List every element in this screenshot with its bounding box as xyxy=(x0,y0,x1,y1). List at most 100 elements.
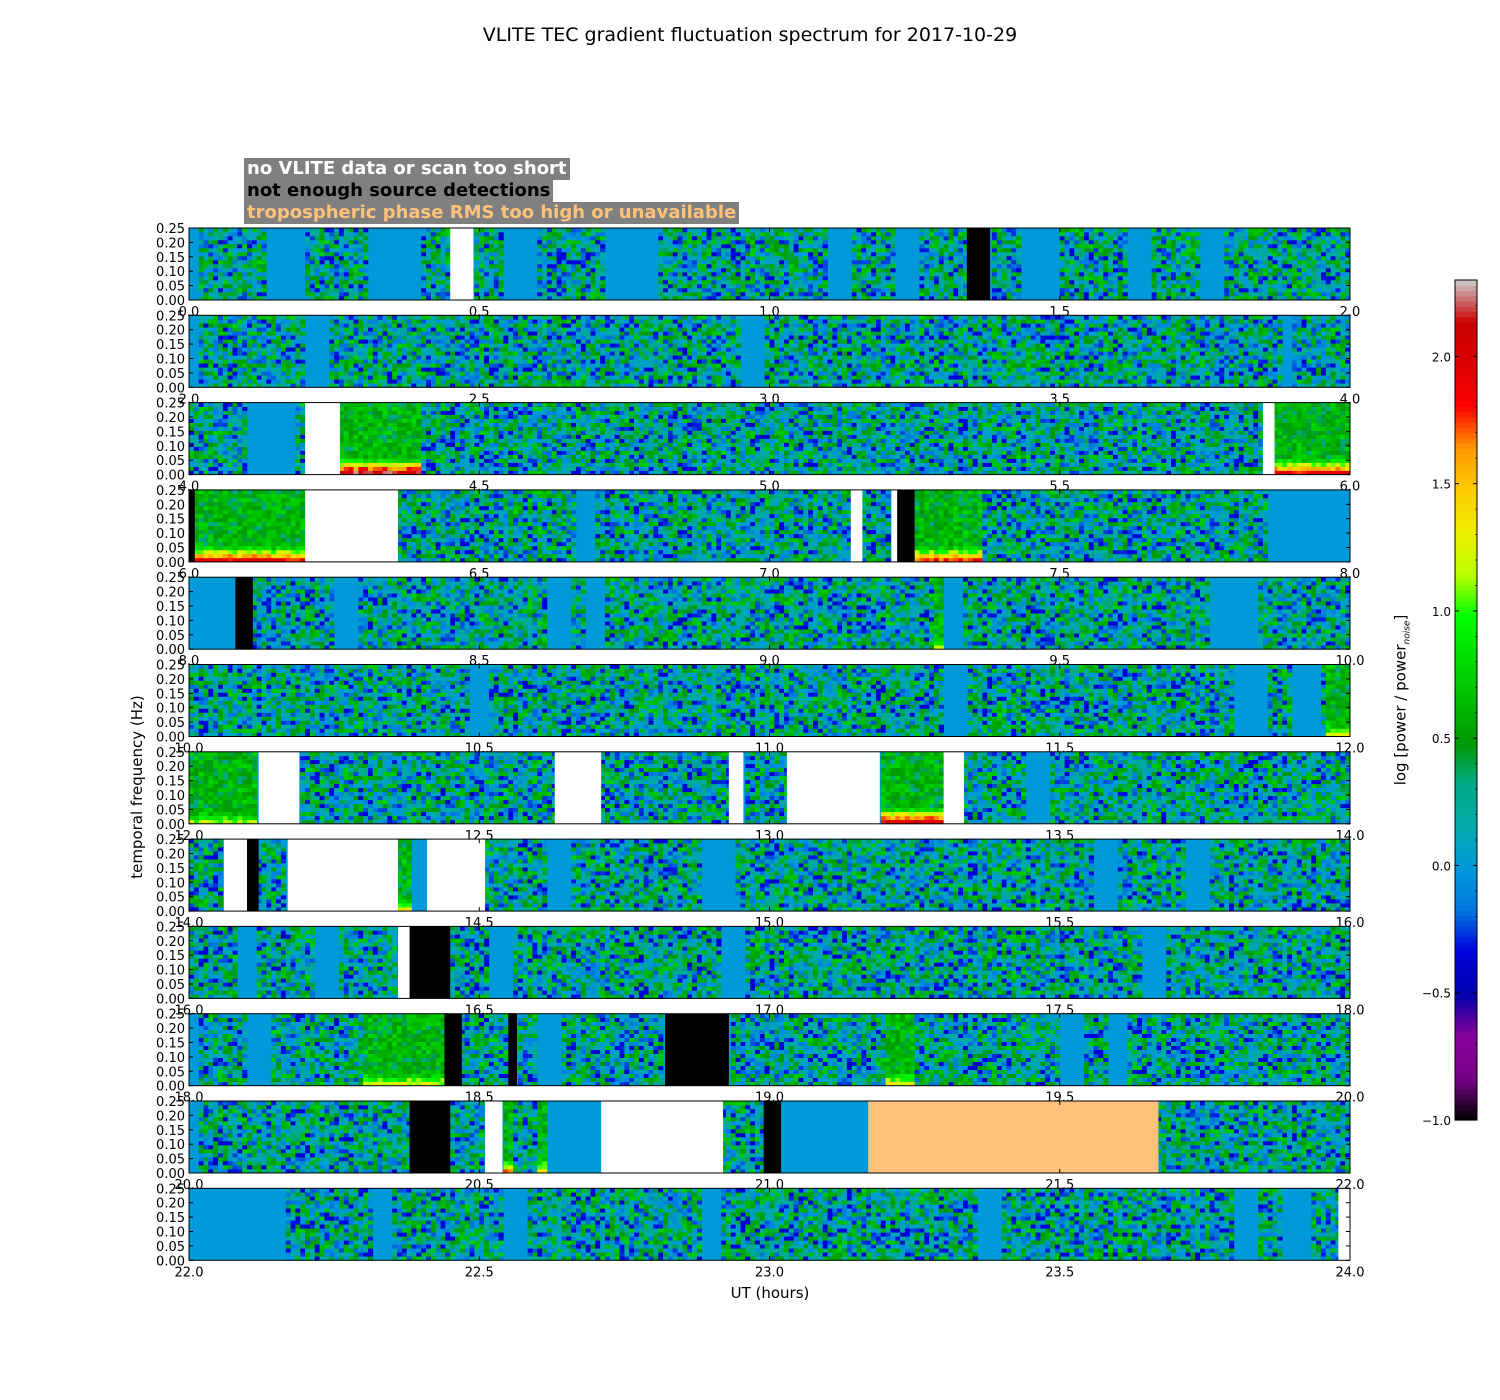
spectrum-cell xyxy=(929,240,935,245)
spectrum-cell xyxy=(1229,232,1235,237)
spectrum-cell xyxy=(363,236,369,241)
spectrum-cell xyxy=(1224,296,1230,301)
spectrum-cell xyxy=(730,351,736,356)
spectrum-cell xyxy=(542,296,548,301)
spectrum-cell xyxy=(692,335,698,340)
chart-title: VLITE TEC gradient fluctuation spectrum … xyxy=(0,24,1500,46)
spectrum-cell xyxy=(996,296,1002,301)
spectrum-cell xyxy=(542,323,548,328)
spectrum-cell xyxy=(605,351,611,356)
spectrum-cell xyxy=(237,379,243,384)
spectrum-cell xyxy=(508,339,514,344)
spectrum-cell xyxy=(716,276,722,281)
spectrum-cell xyxy=(682,244,688,249)
spectrum-cell xyxy=(725,339,732,344)
spectrum-cell xyxy=(1175,240,1181,245)
spectrum-cell xyxy=(348,292,354,297)
spectrum-cell xyxy=(309,252,316,257)
spectrum-cell xyxy=(1345,272,1351,277)
spectrum-cell xyxy=(721,292,727,297)
spectrum-cell xyxy=(745,280,751,285)
spectrum-cell xyxy=(203,236,209,241)
spectrum-cell xyxy=(440,327,446,332)
spectrum-cell xyxy=(198,292,204,297)
spectrum-cell xyxy=(672,331,678,336)
spectrum-cell xyxy=(1296,240,1302,245)
spectrum-cell xyxy=(600,228,606,233)
spectrum-cell xyxy=(614,379,620,384)
spectrum-cell xyxy=(1079,244,1085,249)
spectrum-cell xyxy=(629,375,635,380)
spectrum-cell xyxy=(750,244,756,249)
spectrum-cell xyxy=(943,236,949,241)
spectrum-cell xyxy=(576,268,582,273)
spectrum-cell xyxy=(784,276,790,281)
spectrum-cell xyxy=(716,248,722,253)
spectrum-cell xyxy=(222,335,228,340)
spectrum-cell xyxy=(338,315,345,320)
spectrum-cell xyxy=(566,315,572,320)
spectrum-cell xyxy=(450,379,456,384)
spectrum-cell xyxy=(285,347,291,352)
spectrum-cell xyxy=(667,363,674,368)
spectrum-cell xyxy=(551,331,557,336)
spectrum-cell xyxy=(513,383,519,388)
spectrum-cell xyxy=(701,371,707,376)
spectrum-cell xyxy=(566,248,572,253)
spectrum-cell xyxy=(609,359,615,364)
spectrum-cell xyxy=(943,296,949,301)
spectrum-cell xyxy=(706,355,712,360)
spectrum-cell xyxy=(580,323,586,328)
spectrum-cell xyxy=(358,339,364,344)
spectrum-cell xyxy=(1224,284,1230,289)
spectrum-cell xyxy=(300,351,306,356)
spectrum-cell xyxy=(624,335,630,340)
spectrum-cell xyxy=(696,248,703,253)
spectrum-cell xyxy=(334,240,340,245)
spectrum-cell xyxy=(885,256,891,261)
spectrum-cell xyxy=(300,383,306,388)
spectrum-cell xyxy=(222,256,228,261)
spectrum-cell xyxy=(566,331,572,336)
spectrum-cell xyxy=(624,355,630,360)
spectrum-cell xyxy=(634,327,640,332)
spectrum-cell xyxy=(687,355,693,360)
spectrum-cell xyxy=(305,288,311,293)
spectrum-cell xyxy=(1103,276,1109,281)
spectrum-cell xyxy=(513,327,519,332)
spectrum-cell xyxy=(696,236,703,241)
spectrum-cell xyxy=(435,292,441,297)
spectrum-cell xyxy=(764,256,770,261)
spectrum-cell xyxy=(488,248,495,253)
spectrum-cell xyxy=(421,375,427,380)
spectrum-cell xyxy=(445,256,451,261)
spectrum-cell xyxy=(871,284,877,289)
spectrum-cell xyxy=(450,335,456,340)
spectrum-cell xyxy=(474,292,480,297)
spectrum-cell xyxy=(440,228,446,233)
spectrum-cell xyxy=(677,244,683,249)
spectrum-cell xyxy=(213,379,219,384)
spectrum-cell xyxy=(730,335,736,340)
spectrum-cell xyxy=(513,375,519,380)
spectrum-cell xyxy=(1340,264,1346,269)
spectrum-cell xyxy=(764,343,770,348)
spectrum-cell xyxy=(343,375,349,380)
spectrum-cell xyxy=(445,284,451,289)
spectrum-cell xyxy=(992,280,998,285)
spectrum-cell xyxy=(779,339,785,344)
spectrum-cell xyxy=(455,375,461,380)
spectrum-cell xyxy=(527,347,533,352)
spectrum-cell xyxy=(367,383,374,388)
spectrum-cell xyxy=(484,268,490,273)
spectrum-cell xyxy=(1161,240,1167,245)
spectrum-cell xyxy=(237,260,243,265)
spectrum-cell xyxy=(1185,256,1191,261)
spectrum-cell xyxy=(537,264,543,269)
spectrum-cell xyxy=(585,240,591,245)
spectrum-cell xyxy=(517,363,524,368)
spectrum-cell xyxy=(953,276,959,281)
spectrum-cell xyxy=(672,315,678,320)
spectrum-cell xyxy=(605,355,611,360)
spectrum-cell xyxy=(793,248,799,253)
